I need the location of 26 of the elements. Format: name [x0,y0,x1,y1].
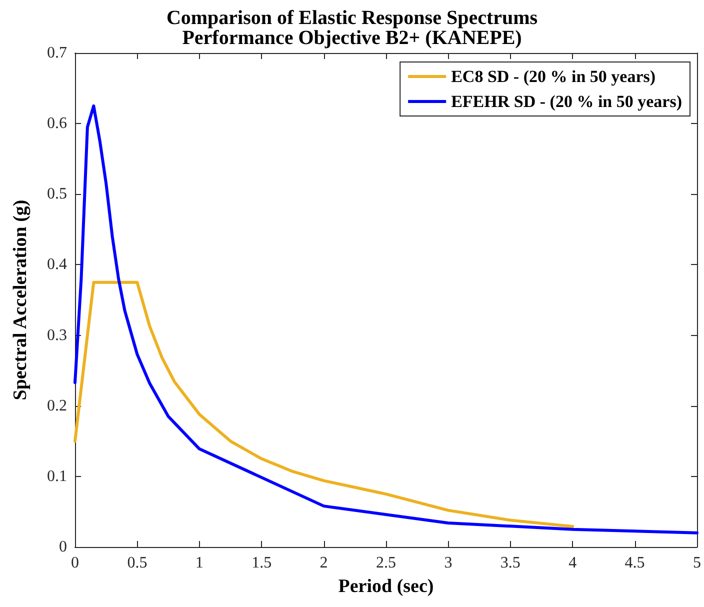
x-tick-label: 2.5 [376,554,396,572]
y-tick-label: 0.4 [47,256,67,274]
y-tick-label: 0.6 [47,115,67,132]
x-axis-title: Period (sec) [338,576,434,597]
y-tick-label: 0 [59,538,67,556]
legend-label: EC8 SD - (20 % in 50 years) [451,67,656,86]
y-tick-label: 0.2 [47,397,67,414]
line-series [74,280,574,528]
x-tick-label: 3.5 [500,554,520,572]
y-tick-label: 0.1 [47,468,67,485]
y-tick-label: 0.3 [47,326,67,344]
chart-subtitle: Performance Objective B2+ (KANEPE) [182,27,522,49]
y-tick-label: 0.7 [47,44,67,62]
y-tick-label: 0.5 [47,186,67,203]
legend-label: EFEHR SD - (20 % in 50 years) [451,92,682,111]
x-tick-label: 4.5 [624,554,645,572]
x-tick-label: 0 [71,554,79,572]
x-tick-label: 0.5 [127,554,148,572]
y-axis-title: Spectral Acceleration (g) [10,200,31,400]
x-tick-label: 1 [195,554,204,572]
x-tick-label: 5 [693,554,701,572]
x-tick-label: 2 [320,554,328,572]
x-tick-label: 1.5 [252,554,272,572]
x-tick-label: 3 [444,554,452,572]
x-tick-label: 4 [568,554,577,572]
chart-title: Comparison of Elastic Response Spectrums [166,7,538,29]
